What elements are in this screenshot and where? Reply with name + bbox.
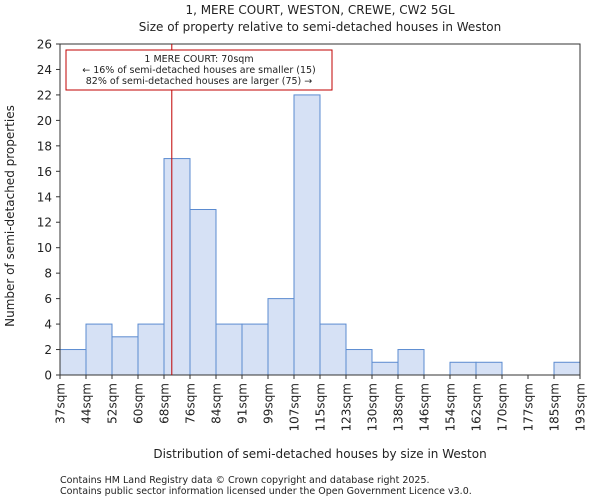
y-tick-label: 10 — [37, 241, 52, 255]
y-tick-label: 20 — [37, 114, 52, 128]
x-tick-label: 107sqm — [288, 383, 302, 431]
y-tick-label: 24 — [37, 63, 52, 77]
x-tick-label: 170sqm — [496, 383, 510, 431]
x-tick-label: 130sqm — [366, 383, 380, 431]
x-tick-label: 91sqm — [236, 383, 250, 424]
x-tick-label: 37sqm — [54, 383, 68, 424]
x-axis-label: Distribution of semi-detached houses by … — [153, 447, 486, 461]
annotation-box — [65, 49, 333, 91]
histogram-bar — [267, 298, 295, 376]
y-tick-label: 2 — [44, 343, 52, 357]
chart-subtitle: Size of property relative to semi-detach… — [139, 20, 501, 34]
histogram-bar — [189, 209, 217, 376]
histogram-bar — [111, 336, 139, 376]
x-tick-label: 154sqm — [444, 383, 458, 431]
histogram-bar — [137, 323, 165, 376]
x-tick-label: 52sqm — [106, 383, 120, 424]
histogram-bar — [397, 349, 425, 376]
histogram-bar — [241, 323, 269, 376]
histogram-bar — [163, 158, 191, 376]
y-tick-label: 14 — [37, 190, 52, 204]
x-tick-label: 185sqm — [548, 383, 562, 431]
histogram-bar — [319, 323, 347, 376]
histogram-bar — [475, 361, 503, 376]
x-axis-ticks: 37sqm 44sqm 52sqm 60sqm 68sqm 76sqm 84sqm 91sqm… — [54, 375, 588, 431]
y-tick-label: 18 — [37, 139, 52, 153]
marker-annotation: 1 MERE COURT: 70sqm ← 16% of semi-detach… — [65, 49, 333, 91]
x-tick-label: 193sqm — [574, 383, 588, 431]
y-tick-label: 16 — [37, 165, 52, 179]
annotation-line-2: ← 16% of semi-detached houses are smalle… — [82, 65, 316, 76]
plot-area-frame — [59, 43, 581, 376]
histogram-bar — [553, 361, 581, 376]
histogram-bar — [85, 323, 113, 376]
bars-group — [59, 94, 581, 376]
x-tick-label: 76sqm — [184, 383, 198, 424]
x-tick-label: 115sqm — [314, 383, 328, 431]
x-tick-label: 162sqm — [470, 383, 484, 431]
x-tick-label: 68sqm — [158, 383, 172, 424]
x-tick-label: 44sqm — [80, 383, 94, 424]
x-tick-label: 99sqm — [262, 383, 276, 424]
annotation-line-1: 1 MERE COURT: 70sqm — [144, 54, 253, 65]
y-tick-label: 26 — [37, 38, 52, 52]
x-tick-label: 84sqm — [210, 383, 224, 424]
y-axis-label: Number of semi-detached properties — [3, 105, 17, 327]
histogram-bar — [449, 361, 477, 376]
histogram-bar — [59, 349, 87, 376]
histogram-bar — [345, 349, 373, 376]
y-tick-label: 12 — [37, 216, 52, 230]
histogram-bar — [293, 94, 321, 376]
footer-line-1: Contains HM Land Registry data © Crown c… — [60, 475, 430, 486]
x-tick-label: 123sqm — [340, 383, 354, 431]
footer-line-2: Contains public sector information licen… — [60, 486, 472, 497]
x-tick-label: 60sqm — [132, 383, 146, 424]
y-tick-label: 0 — [44, 369, 52, 383]
histogram-bar — [371, 361, 399, 376]
y-tick-label: 4 — [44, 318, 52, 332]
x-tick-label: 138sqm — [392, 383, 406, 431]
histogram-bar — [215, 323, 243, 376]
y-tick-label: 6 — [44, 292, 52, 306]
x-tick-label: 177sqm — [522, 383, 536, 431]
y-tick-label: 8 — [44, 267, 52, 281]
x-tick-label: 146sqm — [418, 383, 432, 431]
chart-title: 1, MERE COURT, WESTON, CREWE, CW2 5GL — [185, 3, 454, 17]
annotation-line-3: 82% of semi-detached houses are larger (… — [86, 76, 313, 87]
y-tick-label: 22 — [37, 88, 52, 102]
